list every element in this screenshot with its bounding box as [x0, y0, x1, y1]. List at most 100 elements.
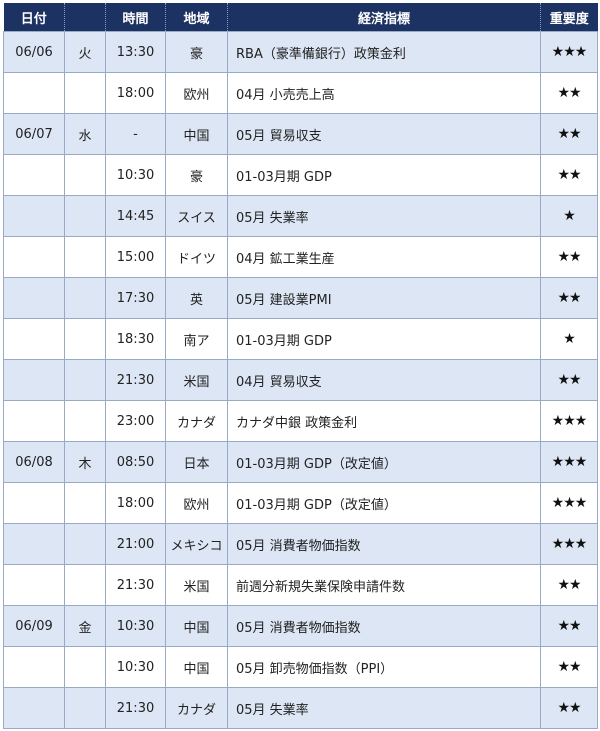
- time-cell: 14:45: [105, 195, 166, 237]
- date-cell: [3, 523, 65, 565]
- indicator-cell: 05月 貿易収支: [227, 113, 541, 155]
- indicator-cell: 05月 建設業PMI: [227, 277, 541, 319]
- region-cell: スイス: [165, 195, 228, 237]
- table-row: 06/07 水 - 中国 05月 貿易収支 ★★: [3, 113, 598, 155]
- importance-stars: ★★: [540, 236, 598, 278]
- region-cell: 欧州: [165, 482, 228, 524]
- table-row: 18:00 欧州 04月 小売売上高 ★★: [3, 72, 598, 114]
- region-cell: メキシコ: [165, 523, 228, 565]
- table-row: 18:30 南ア 01-03月期 GDP ★: [3, 318, 598, 360]
- date-cell: 06/09: [3, 605, 65, 647]
- table-row: 21:00 メキシコ 05月 消費者物価指数 ★★★: [3, 523, 598, 565]
- time-cell: 18:30: [105, 318, 166, 360]
- weekday-cell: [64, 195, 106, 237]
- importance-stars: ★★: [540, 605, 598, 647]
- region-cell: カナダ: [165, 400, 228, 442]
- importance-stars: ★★★: [540, 482, 598, 524]
- importance-stars: ★★★: [540, 400, 598, 442]
- region-cell: 南ア: [165, 318, 228, 360]
- table-row: 10:30 中国 05月 卸売物価指数（PPI） ★★: [3, 646, 598, 688]
- weekday-cell: [64, 564, 106, 606]
- time-cell: 17:30: [105, 277, 166, 319]
- time-cell: 15:00: [105, 236, 166, 278]
- header-region: 地域: [165, 3, 228, 32]
- weekday-cell: [64, 236, 106, 278]
- indicator-cell: 05月 卸売物価指数（PPI）: [227, 646, 541, 688]
- header-date: 日付: [3, 3, 65, 32]
- table-row: 06/09 金 10:30 中国 05月 消費者物価指数 ★★: [3, 605, 598, 647]
- table-row: 15:00 ドイツ 04月 鉱工業生産 ★★: [3, 236, 598, 278]
- importance-stars: ★★: [540, 646, 598, 688]
- indicator-cell: 05月 失業率: [227, 687, 541, 729]
- indicator-cell: 01-03月期 GDP: [227, 154, 541, 196]
- region-cell: 中国: [165, 646, 228, 688]
- header-time: 時間: [105, 3, 166, 32]
- region-cell: 英: [165, 277, 228, 319]
- importance-stars: ★★★: [540, 441, 598, 483]
- header-importance: 重要度: [540, 3, 598, 32]
- time-cell: 21:30: [105, 359, 166, 401]
- time-cell: 23:00: [105, 400, 166, 442]
- time-cell: 21:30: [105, 687, 166, 729]
- time-cell: -: [105, 113, 166, 155]
- indicator-cell: カナダ中銀 政策金利: [227, 400, 541, 442]
- region-cell: 欧州: [165, 72, 228, 114]
- indicator-cell: 04月 貿易収支: [227, 359, 541, 401]
- indicator-cell: 04月 鉱工業生産: [227, 236, 541, 278]
- date-cell: [3, 400, 65, 442]
- region-cell: 日本: [165, 441, 228, 483]
- date-cell: [3, 277, 65, 319]
- weekday-cell: [64, 482, 106, 524]
- indicator-cell: 05月 消費者物価指数: [227, 605, 541, 647]
- table-row: 06/08 木 08:50 日本 01-03月期 GDP（改定値） ★★★: [3, 441, 598, 483]
- date-cell: [3, 482, 65, 524]
- importance-stars: ★★★: [540, 31, 598, 73]
- date-cell: [3, 72, 65, 114]
- region-cell: カナダ: [165, 687, 228, 729]
- weekday-cell: [64, 277, 106, 319]
- region-cell: 豪: [165, 154, 228, 196]
- weekday-cell: [64, 523, 106, 565]
- date-cell: [3, 318, 65, 360]
- indicator-cell: 01-03月期 GDP: [227, 318, 541, 360]
- date-cell: [3, 687, 65, 729]
- date-cell: [3, 359, 65, 401]
- indicator-cell: 05月 失業率: [227, 195, 541, 237]
- table-row: 23:00 カナダ カナダ中銀 政策金利 ★★★: [3, 400, 598, 442]
- header-indicator: 経済指標: [227, 3, 541, 32]
- importance-stars: ★★: [540, 72, 598, 114]
- time-cell: 21:00: [105, 523, 166, 565]
- time-cell: 08:50: [105, 441, 166, 483]
- region-cell: 米国: [165, 564, 228, 606]
- importance-stars: ★★: [540, 277, 598, 319]
- weekday-cell: 金: [64, 605, 106, 647]
- date-cell: 06/07: [3, 113, 65, 155]
- weekday-cell: [64, 154, 106, 196]
- weekday-cell: 木: [64, 441, 106, 483]
- table-row: 21:30 カナダ 05月 失業率 ★★: [3, 687, 598, 729]
- date-cell: [3, 646, 65, 688]
- indicator-cell: 04月 小売売上高: [227, 72, 541, 114]
- importance-stars: ★★: [540, 687, 598, 729]
- time-cell: 10:30: [105, 154, 166, 196]
- indicator-cell: 05月 消費者物価指数: [227, 523, 541, 565]
- indicator-cell: 01-03月期 GDP（改定値）: [227, 441, 541, 483]
- indicator-cell: 前週分新規失業保険申請件数: [227, 564, 541, 606]
- date-cell: [3, 195, 65, 237]
- region-cell: 豪: [165, 31, 228, 73]
- table-row: 18:00 欧州 01-03月期 GDP（改定値） ★★★: [3, 482, 598, 524]
- table-row: 21:30 米国 04月 貿易収支 ★★: [3, 359, 598, 401]
- header-row: 日付 時間 地域 経済指標 重要度: [3, 3, 598, 32]
- weekday-cell: [64, 646, 106, 688]
- importance-stars: ★★★: [540, 523, 598, 565]
- weekday-cell: [64, 687, 106, 729]
- importance-stars: ★★: [540, 154, 598, 196]
- region-cell: 中国: [165, 113, 228, 155]
- weekday-cell: [64, 72, 106, 114]
- date-cell: 06/06: [3, 31, 65, 73]
- time-cell: 18:00: [105, 72, 166, 114]
- time-cell: 18:00: [105, 482, 166, 524]
- importance-stars: ★: [540, 318, 598, 360]
- weekday-cell: 火: [64, 31, 106, 73]
- date-cell: [3, 564, 65, 606]
